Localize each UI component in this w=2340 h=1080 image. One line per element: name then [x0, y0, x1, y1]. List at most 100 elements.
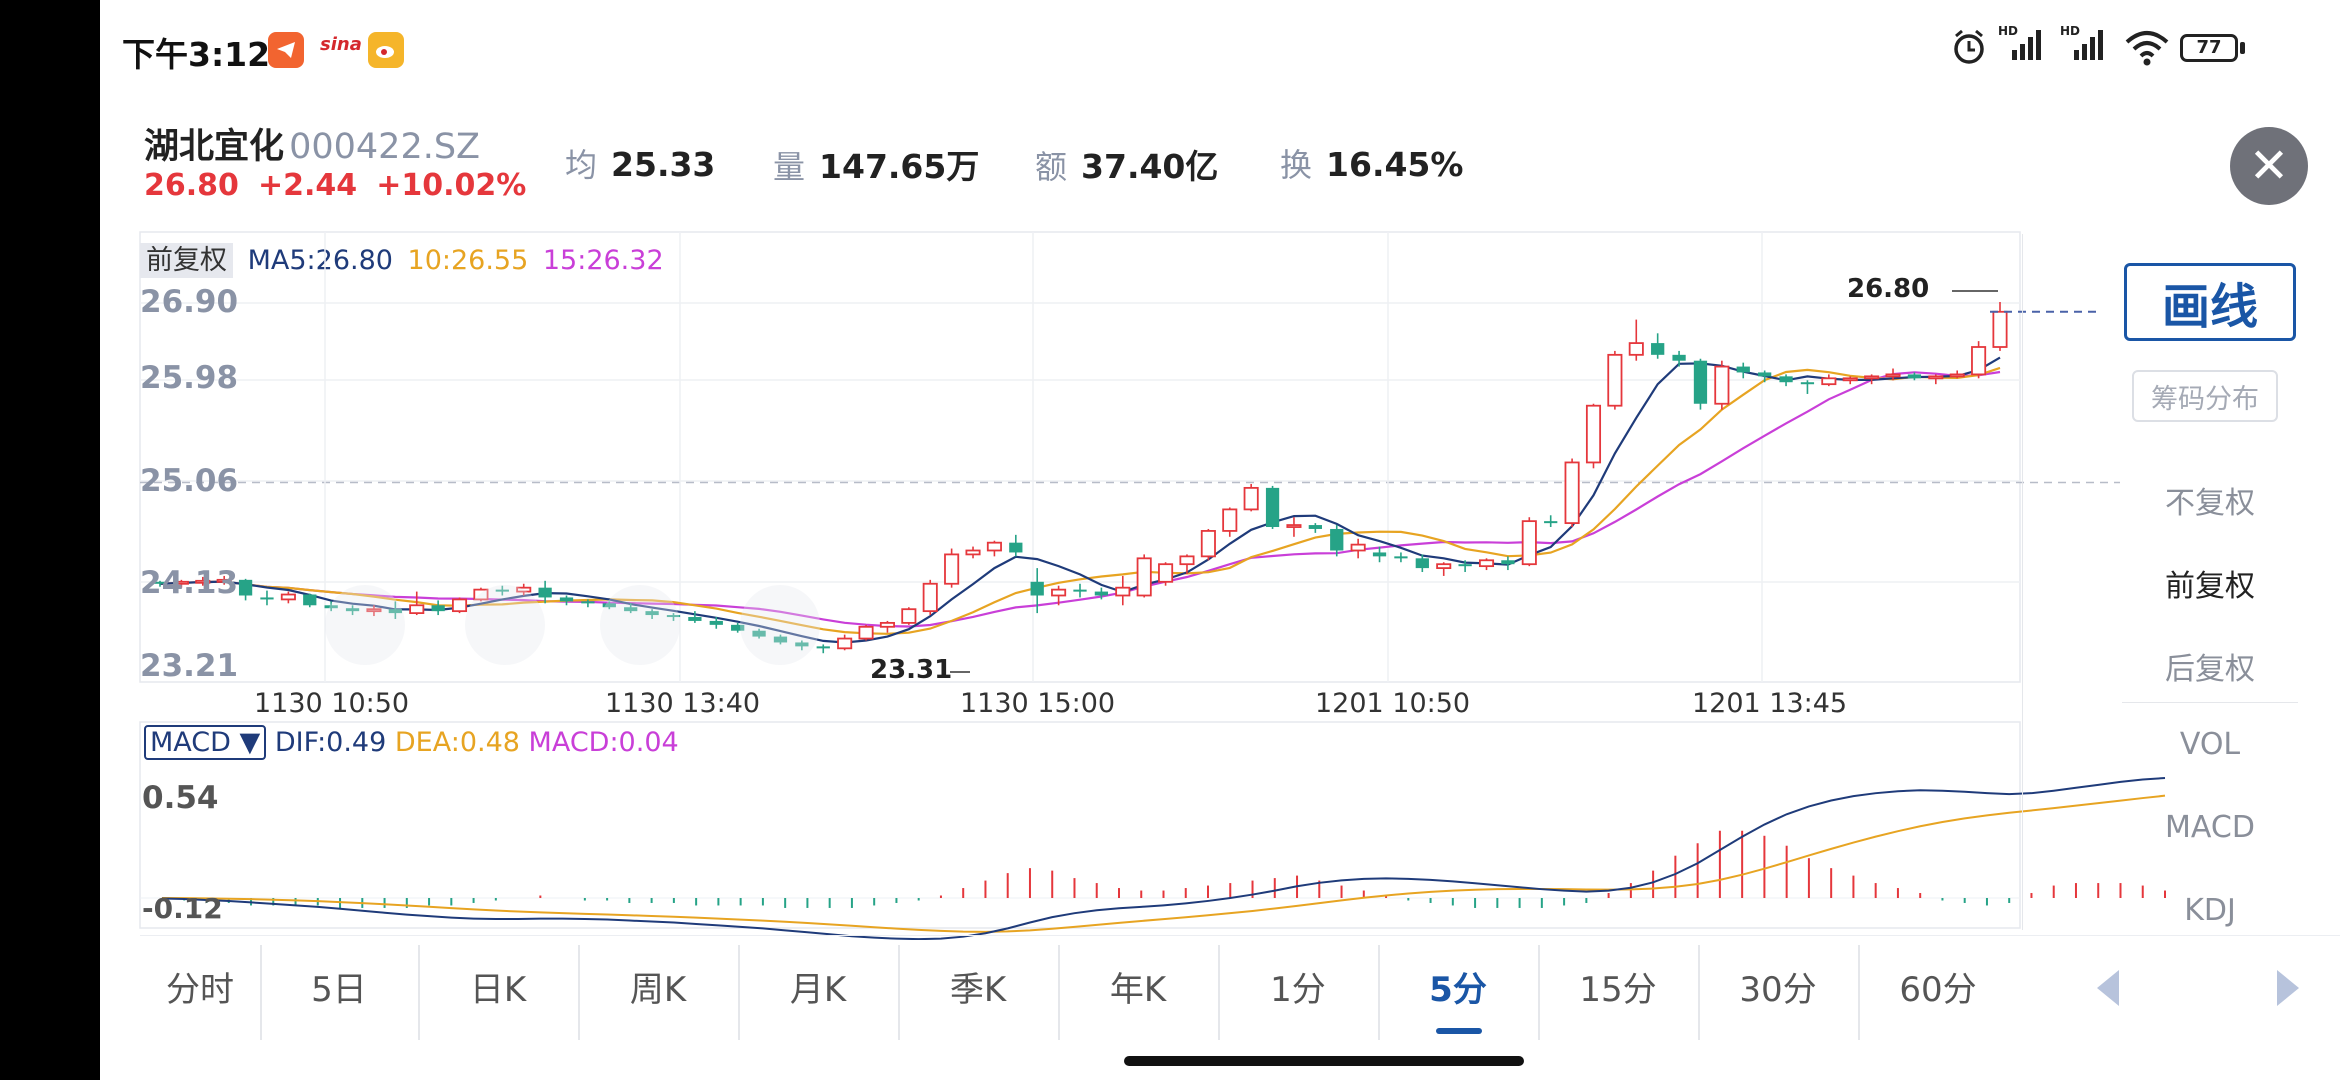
side-sep	[2122, 702, 2298, 703]
candle-body-down	[324, 605, 338, 609]
candle-body-up	[516, 586, 532, 593]
candle-body-up	[879, 621, 895, 628]
candle-body-up	[1607, 353, 1623, 407]
candle-body-down	[495, 589, 509, 592]
dif-line	[161, 777, 2166, 940]
candle-body-up	[452, 598, 468, 613]
candle-body-down	[731, 624, 745, 631]
x-tick-label: 1130 13:40	[605, 688, 761, 719]
macd-y-bottom: -0.12	[142, 892, 223, 925]
hd-label: HD	[1998, 24, 2019, 38]
home-indicator[interactable]	[1124, 1056, 1524, 1066]
stock-code: 000422.SZ	[289, 127, 481, 167]
candle-body-down	[1458, 564, 1472, 567]
tab-separator	[1378, 945, 1380, 1040]
candle-body-down	[1672, 354, 1686, 361]
adj-option-backward[interactable]: 后复权	[2165, 652, 2255, 687]
tab-item[interactable]: 年K	[1109, 969, 1167, 1010]
candle-body-down	[666, 615, 681, 618]
adj-option-none[interactable]: 不复权	[2165, 486, 2255, 521]
indicator-macd[interactable]: MACD	[2165, 810, 2255, 845]
candle-body-up	[1179, 555, 1195, 566]
candlestick-chart[interactable]	[100, 0, 2230, 940]
tab-item[interactable]: 日K	[469, 969, 527, 1010]
stat-amount: 额 37.40亿	[1035, 140, 1218, 188]
tab-separator	[1858, 945, 1860, 1040]
stat-avg: 均 25.33	[565, 140, 715, 186]
candle-body-down	[303, 594, 317, 606]
candle-body-down	[431, 605, 445, 612]
candle-body-down	[816, 646, 830, 649]
candle-body-up	[1222, 508, 1238, 532]
tab-item[interactable]: 5分	[1429, 969, 1487, 1010]
tab-item[interactable]: 60分	[1899, 969, 1977, 1010]
stat-turnover: 换 16.45%	[1280, 140, 1463, 186]
tabs-top-border	[140, 935, 2340, 936]
macd-legend: MACD ▼ DIF:0.49 DEA:0.48 MACD:0.04	[144, 725, 679, 760]
candle-body-up	[195, 579, 211, 584]
tab-item[interactable]: 1分	[1270, 969, 1326, 1010]
tab-separator	[898, 945, 900, 1040]
candle-body-up	[1243, 486, 1259, 511]
arrow-left-icon[interactable]	[2095, 968, 2121, 1012]
indicator-vol[interactable]: VOL	[2179, 727, 2241, 762]
candle-body-down	[645, 611, 659, 616]
candle-body-down	[1800, 382, 1815, 385]
adj-tag[interactable]: 前复权	[140, 243, 233, 278]
stat-label: 额	[1035, 148, 1068, 186]
stock-change: +2.44	[258, 168, 358, 203]
tab-separator	[738, 945, 740, 1040]
candle-body-up	[216, 578, 232, 583]
ma5-value: MA5:26.80	[247, 245, 393, 276]
scroll-control	[740, 585, 820, 665]
chip-distribution-button[interactable]: 筹码分布	[2132, 370, 2278, 422]
candle-body-up	[1885, 373, 1901, 378]
stat-volume: 量 147.65万	[773, 140, 979, 188]
stat-value: 16.45%	[1326, 145, 1464, 184]
tab-item[interactable]: 月K	[789, 969, 847, 1010]
candle-body-up	[409, 604, 425, 615]
ma10-value: 10:26.55	[407, 245, 529, 276]
tab-item[interactable]: 15分	[1579, 969, 1657, 1010]
tab-item[interactable]: 分时	[166, 969, 234, 1010]
draw-line-button[interactable]: 画线	[2124, 263, 2296, 341]
indicator-kdj[interactable]: KDJ	[2184, 893, 2236, 928]
macd-value: MACD:0.04	[528, 727, 679, 758]
stock-name: 湖北宜化	[144, 127, 285, 167]
candle-body-up	[173, 580, 189, 585]
arrow-right-icon[interactable]	[2275, 968, 2301, 1012]
tab-item[interactable]: 30分	[1739, 969, 1817, 1010]
stat-value: 25.33	[611, 145, 716, 184]
tab-item[interactable]: 周K	[629, 969, 687, 1010]
macd-frame	[139, 721, 2021, 929]
candle-body-up	[1286, 524, 1302, 528]
candle-body-down	[1779, 376, 1793, 383]
close-button[interactable]: ✕	[2230, 127, 2308, 205]
indicator-selector[interactable]: MACD ▼	[144, 725, 267, 760]
stock-change-pct: +10.02%	[376, 168, 527, 203]
candle-body-up	[922, 582, 938, 613]
candle-body-down	[1073, 589, 1087, 592]
y-tick-label: 24.13	[140, 565, 239, 601]
candle-body-up	[366, 608, 382, 613]
stock-chart-screen: 下午3:12 sina HD HD 77 湖北宜化 000422.SZ 26.8…	[100, 0, 2340, 1080]
candle-body-up	[473, 588, 489, 601]
y-tick-label: 26.90	[140, 284, 239, 320]
candle-body-up	[858, 625, 874, 640]
candle-body-up	[280, 593, 296, 601]
tab-item[interactable]: 5日	[311, 969, 367, 1010]
y-tick-label: 23.21	[140, 648, 239, 684]
candle-body-up	[1992, 310, 2008, 348]
candle-body-down	[624, 607, 638, 612]
candle-body-down	[388, 609, 402, 614]
tab-separator	[578, 945, 580, 1040]
candle-body-down	[1544, 521, 1558, 524]
adj-option-forward[interactable]: 前复权	[2165, 569, 2255, 604]
dea-value: DEA:0.48	[394, 727, 520, 758]
candle-body-down	[1372, 552, 1387, 557]
active-tab-underline	[1436, 1028, 1482, 1034]
tab-item[interactable]: 季K	[949, 969, 1007, 1010]
tab-separator	[418, 945, 420, 1040]
candle-body-up	[1714, 365, 1730, 405]
x-tick-label: 1130 10:50	[254, 688, 410, 719]
